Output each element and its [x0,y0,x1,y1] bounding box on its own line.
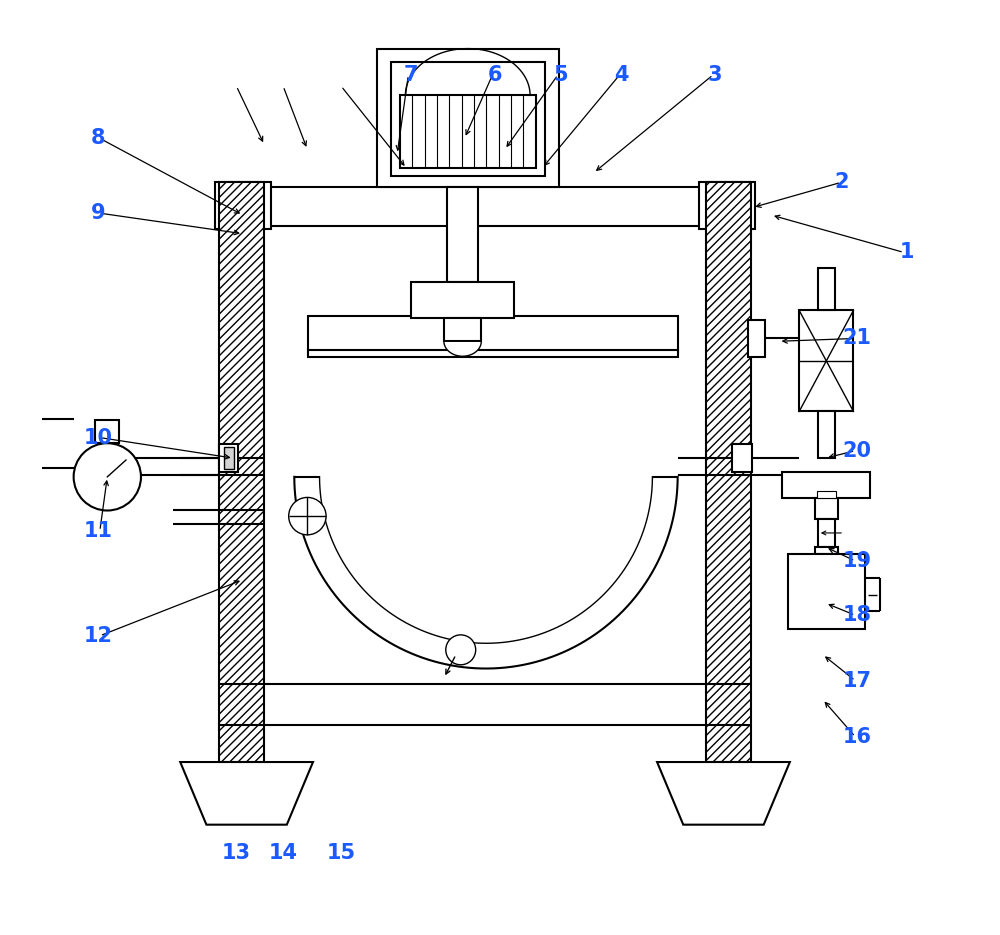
Bar [377,49,559,187]
Bar [308,316,678,353]
Bar [219,444,238,472]
Text: 15: 15 [326,842,356,863]
Bar [400,95,536,168]
Bar [699,182,755,229]
Bar [308,350,678,357]
Polygon shape [180,762,313,825]
Polygon shape [294,477,678,669]
Text: 13: 13 [222,842,251,863]
Bar [732,444,752,472]
Text: 19: 19 [843,551,872,571]
Bar [219,187,751,226]
Text: 11: 11 [83,521,112,541]
Bar [815,498,838,519]
Text: 12: 12 [83,626,112,646]
Bar [411,282,514,318]
Text: 8: 8 [91,128,105,149]
Text: 21: 21 [843,328,872,349]
Bar [748,320,765,357]
Text: 5: 5 [553,65,568,85]
Text: 17: 17 [843,670,872,691]
Bar [706,182,751,762]
Bar [818,519,835,547]
Text: 2: 2 [834,172,849,193]
Text: 16: 16 [843,726,872,747]
Bar [447,187,478,282]
Text: 7: 7 [404,65,418,85]
Polygon shape [444,341,481,356]
Text: 18: 18 [843,605,872,626]
Text: 1: 1 [899,242,914,263]
Text: 3: 3 [708,65,722,85]
Circle shape [446,635,476,665]
Bar [215,182,271,229]
Polygon shape [657,762,790,825]
Bar [818,411,835,458]
Bar [799,310,853,411]
Text: 4: 4 [614,65,629,85]
Bar [815,547,838,554]
Text: 10: 10 [83,427,112,448]
Text: 14: 14 [269,842,298,863]
Bar [224,447,234,469]
Text: 20: 20 [843,440,872,461]
Text: 9: 9 [91,203,105,223]
Bar [788,554,865,629]
Circle shape [74,443,141,511]
Bar [818,268,835,310]
Bar [444,318,481,341]
Bar [219,182,264,762]
Circle shape [289,497,326,535]
Bar [95,420,119,443]
Bar [782,472,870,498]
Text: 6: 6 [488,65,503,85]
Bar [391,62,545,176]
Polygon shape [817,491,836,498]
